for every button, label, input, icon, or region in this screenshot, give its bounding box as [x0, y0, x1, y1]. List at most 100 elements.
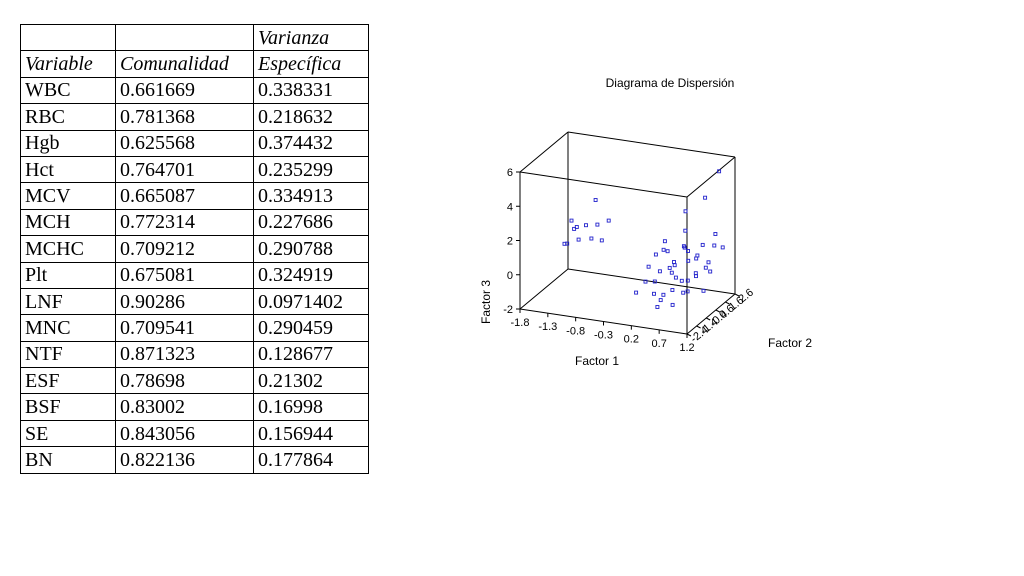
- communality-cell: 0.822136: [115, 446, 254, 474]
- table-row: BSF 0.83002 0.16998: [20, 393, 369, 421]
- data-point: [708, 269, 713, 274]
- specific-variance-cell: 0.156944: [253, 419, 369, 448]
- data-point: [673, 275, 678, 280]
- data-point: [655, 305, 660, 309]
- data-point: [686, 258, 691, 263]
- x-tick-label: -0.3: [594, 330, 613, 342]
- box-edge: [519, 171, 688, 198]
- z-axis-label: Factor 3: [479, 280, 493, 324]
- data-point: [695, 253, 700, 258]
- data-point: [700, 242, 705, 247]
- y-tick: [725, 301, 730, 305]
- data-point: [703, 195, 708, 200]
- data-point: [652, 279, 657, 284]
- data-point: [652, 291, 656, 296]
- communality-cell: 0.661669: [115, 76, 254, 105]
- data-point: [694, 256, 699, 261]
- data-point: [712, 243, 717, 248]
- box-edge: [567, 131, 736, 158]
- specific-variance-cell: 0.324919: [253, 261, 369, 289]
- data-point: [713, 232, 718, 236]
- data-point: [576, 237, 581, 242]
- table-row: LNF 0.90286 0.0971402: [20, 287, 369, 316]
- data-point: [701, 288, 706, 293]
- x-tick-label: 0.2: [624, 334, 639, 346]
- communality-cell: 0.764701: [115, 155, 254, 184]
- specific-variance-cell: 0.338331: [253, 76, 369, 105]
- data-point: [665, 249, 670, 254]
- data-point: [703, 265, 708, 270]
- table-row: NTF 0.871323 0.128677: [20, 340, 369, 369]
- table-row: BN 0.822136 0.177864: [20, 446, 369, 474]
- communality-cell: 0.625568: [115, 129, 254, 157]
- x-tick-label: -0.8: [566, 325, 585, 337]
- data-point: [667, 265, 672, 270]
- specific-variance-cell: 0.235299: [253, 155, 369, 184]
- header-communality: Comunalidad: [115, 50, 254, 78]
- data-point: [672, 263, 677, 268]
- axes-box: -1.8 -1.3 -0.8 -0.3 0.2 0.7 1.2-2.4-1.4-0.40.6…: [503, 131, 756, 354]
- box-edge: [686, 156, 736, 198]
- data-point: [672, 260, 676, 264]
- data-point: [670, 288, 675, 292]
- communality-cell: 0.78698: [115, 367, 254, 395]
- communality-cell: 0.83002: [115, 393, 254, 421]
- specific-variance-cell: 0.334913: [253, 182, 369, 210]
- data-point: [685, 289, 690, 294]
- data-point: [693, 271, 698, 276]
- communality-table: Varianza Variable Comunalidad Específica…: [20, 23, 369, 474]
- data-point: [574, 225, 579, 229]
- specific-variance-cell: 0.177864: [253, 446, 369, 474]
- specific-variance-cell: 0.374432: [253, 129, 369, 157]
- data-point: [643, 279, 648, 284]
- data-point: [686, 249, 690, 253]
- communality-cell: 0.781368: [115, 103, 254, 131]
- variable-cell: LNF: [20, 287, 116, 316]
- header-row-2: Variable Comunalidad Específica: [20, 50, 369, 78]
- data-point: [683, 209, 688, 214]
- data-point: [685, 278, 690, 283]
- data-point: [593, 198, 598, 202]
- communality-cell: 0.90286: [115, 287, 254, 316]
- data-point: [706, 260, 711, 265]
- data-point: [657, 269, 662, 274]
- x-tick-label: 1.2: [679, 342, 694, 354]
- header-cell: Varianza: [253, 23, 369, 52]
- x-tick-label: 0.7: [652, 338, 667, 350]
- variable-cell: RBC: [20, 103, 116, 131]
- specific-variance-cell: 0.290459: [253, 314, 369, 342]
- data-point: [662, 239, 667, 244]
- table-row: MCV 0.665087 0.334913: [20, 182, 369, 210]
- y-tick: [705, 317, 711, 321]
- header-specific-variance: Específica: [253, 50, 369, 78]
- variable-cell: NTF: [20, 340, 116, 369]
- table-row: WBC 0.661669 0.338331: [20, 76, 369, 105]
- z-tick-label: 4: [507, 201, 513, 213]
- table-row: ESF 0.78698 0.21302: [20, 367, 369, 395]
- variable-cell: MCHC: [20, 235, 116, 263]
- header-row-1: Varianza: [20, 23, 369, 52]
- table-row: Hct 0.764701 0.235299: [20, 155, 369, 184]
- data-point: [681, 290, 686, 295]
- data-point: [669, 270, 674, 275]
- variable-cell: MCH: [20, 208, 116, 237]
- x-tick-label: -1.8: [511, 317, 530, 329]
- data-point: [658, 298, 663, 303]
- data-point: [661, 292, 666, 297]
- box-edge: [519, 131, 569, 173]
- data-points: [562, 169, 725, 309]
- variable-cell: MCV: [20, 182, 116, 210]
- variable-cell: Hgb: [20, 129, 116, 157]
- data-point: [599, 238, 604, 243]
- data-point: [646, 264, 651, 269]
- header-variable: Variable: [20, 50, 116, 78]
- communality-cell: 0.772314: [115, 208, 254, 237]
- specific-variance-cell: 0.16998: [253, 393, 369, 421]
- header-cell: [115, 23, 254, 52]
- data-point: [670, 302, 675, 307]
- header-cell: [20, 23, 116, 52]
- communality-cell: 0.871323: [115, 340, 254, 369]
- communality-cell: 0.675081: [115, 261, 254, 289]
- variable-cell: ESF: [20, 367, 116, 395]
- communality-cell: 0.843056: [115, 419, 254, 448]
